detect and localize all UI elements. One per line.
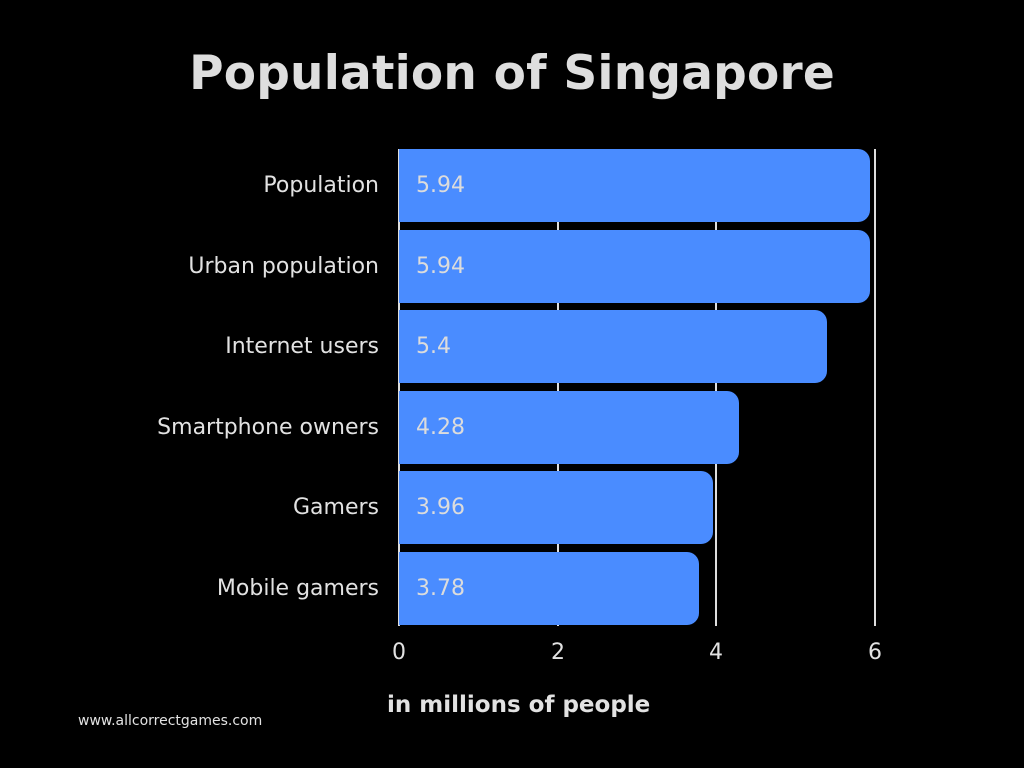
bar: 5.94 <box>399 149 871 222</box>
category-label: Mobile gamers <box>216 576 379 601</box>
bar-row-mobile-gamers: Mobile gamers 3.78 <box>0 552 1024 625</box>
bar-value-label: 5.4 <box>416 334 451 359</box>
bar-row-internet-users: Internet users 5.4 <box>0 310 1024 383</box>
bar: 5.4 <box>399 310 828 383</box>
category-label: Population <box>263 173 379 198</box>
x-tick-6: 6 <box>868 640 882 665</box>
chart-title: Population of Singapore <box>189 46 835 101</box>
source-credit: www.allcorrectgames.com <box>78 713 263 729</box>
category-label: Gamers <box>292 495 379 520</box>
bar-value-label: 3.96 <box>416 495 465 520</box>
category-label: Urban population <box>188 254 379 279</box>
x-tick-2: 2 <box>551 640 565 665</box>
x-tick-4: 4 <box>709 640 723 665</box>
bar: 4.28 <box>399 391 739 464</box>
bar-row-urban-population: Urban population 5.94 <box>0 230 1024 303</box>
gridline-6 <box>874 149 876 626</box>
bar-value-label: 4.28 <box>416 415 465 440</box>
bar-row-population: Population 5.94 <box>0 149 1024 222</box>
x-axis-label: in millions of people <box>387 692 651 718</box>
bar: 5.94 <box>399 230 871 303</box>
gridline-4 <box>715 149 717 626</box>
bar: 3.78 <box>399 552 699 625</box>
gridline-2 <box>557 149 559 626</box>
bar-value-label: 5.94 <box>416 173 465 198</box>
category-label: Smartphone owners <box>157 415 379 440</box>
category-label: Internet users <box>225 334 379 359</box>
bar: 3.96 <box>399 471 714 544</box>
gridline-0 <box>398 149 400 626</box>
bar-value-label: 5.94 <box>416 254 465 279</box>
bar-row-smartphone-owners: Smartphone owners 4.28 <box>0 391 1024 464</box>
bar-value-label: 3.78 <box>416 576 465 601</box>
bar-row-gamers: Gamers 3.96 <box>0 471 1024 544</box>
x-tick-0: 0 <box>392 640 406 665</box>
